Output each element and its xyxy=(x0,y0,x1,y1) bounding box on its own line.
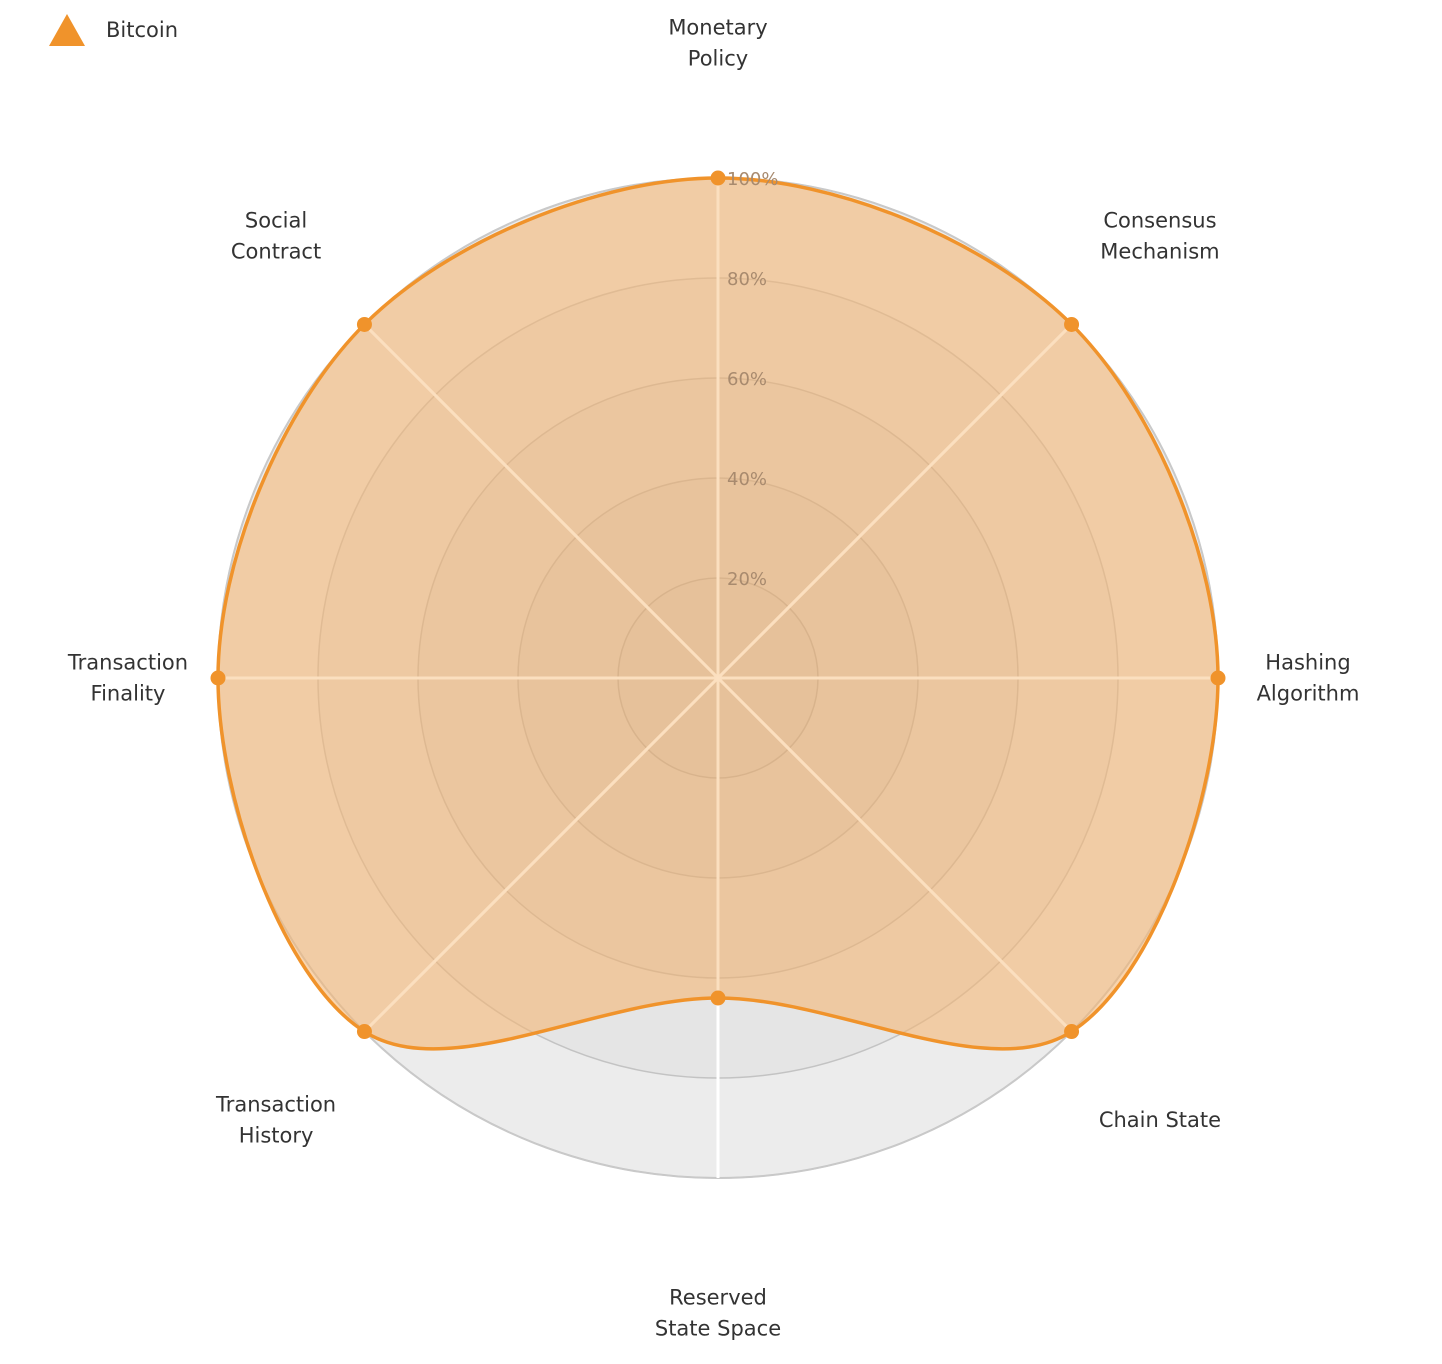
axis-label: Transaction History xyxy=(215,1092,336,1147)
axis-label: Reserved State Space xyxy=(655,1286,781,1341)
axis-spoke-overlay xyxy=(716,323,1073,680)
axis-label: Chain State xyxy=(1099,1108,1221,1132)
axis-label-line: State Space xyxy=(655,1317,781,1341)
tick-label: 20% xyxy=(727,569,767,590)
data-point[interactable] xyxy=(710,170,726,186)
axis-label: Hashing Algorithm xyxy=(1257,651,1360,706)
axis-label: Monetary Policy xyxy=(668,16,767,71)
axis-label-line: Transaction xyxy=(215,1092,336,1116)
tick-label: 100% xyxy=(727,169,778,190)
axis-label: Transaction Finality xyxy=(67,651,188,706)
tick-layer: 20% 40% 60% 80% 100% xyxy=(727,169,778,590)
axis-label-layer: Monetary Policy Consensus Mechanism Hashing A… xyxy=(67,16,1360,1341)
axis-label-line: Hashing xyxy=(1265,651,1350,675)
axis-label-line: Transaction xyxy=(67,651,188,675)
axis-label-line: Algorithm xyxy=(1257,682,1360,706)
data-point[interactable] xyxy=(1064,316,1080,332)
axis-label: Consensus Mechanism xyxy=(1100,209,1219,264)
data-point[interactable] xyxy=(1210,670,1226,686)
axis-label-line: Contract xyxy=(231,240,321,264)
axis-spoke-overlay xyxy=(363,676,720,1033)
axis-label: Social Contract xyxy=(231,209,321,264)
tick-label: 40% xyxy=(727,469,767,490)
axis-label-line: Chain State xyxy=(1099,1108,1221,1132)
axis-label-line: Mechanism xyxy=(1100,240,1219,264)
data-point[interactable] xyxy=(210,670,226,686)
axis-label-line: Monetary xyxy=(668,16,767,40)
tick-label: 80% xyxy=(727,269,767,290)
axis-label-line: Finality xyxy=(91,682,166,706)
series-layer xyxy=(210,170,1226,1051)
axis-label-line: Policy xyxy=(688,47,748,71)
data-point[interactable] xyxy=(356,316,372,332)
legend-label: Bitcoin xyxy=(106,18,179,42)
triangle-icon xyxy=(49,14,85,46)
tick-label: 60% xyxy=(727,369,767,390)
axis-label-line: History xyxy=(239,1123,314,1147)
axis-label-line: Consensus xyxy=(1103,209,1216,233)
axis-label-line: Reserved xyxy=(669,1286,767,1310)
axis-spoke-overlay xyxy=(716,676,1073,1033)
axis-label-line: Social xyxy=(245,209,307,233)
axis-spoke-overlay xyxy=(363,323,720,680)
data-point[interactable] xyxy=(1064,1024,1080,1040)
data-point[interactable] xyxy=(356,1024,372,1040)
data-point[interactable] xyxy=(710,990,726,1006)
legend[interactable]: Bitcoin xyxy=(48,12,178,48)
